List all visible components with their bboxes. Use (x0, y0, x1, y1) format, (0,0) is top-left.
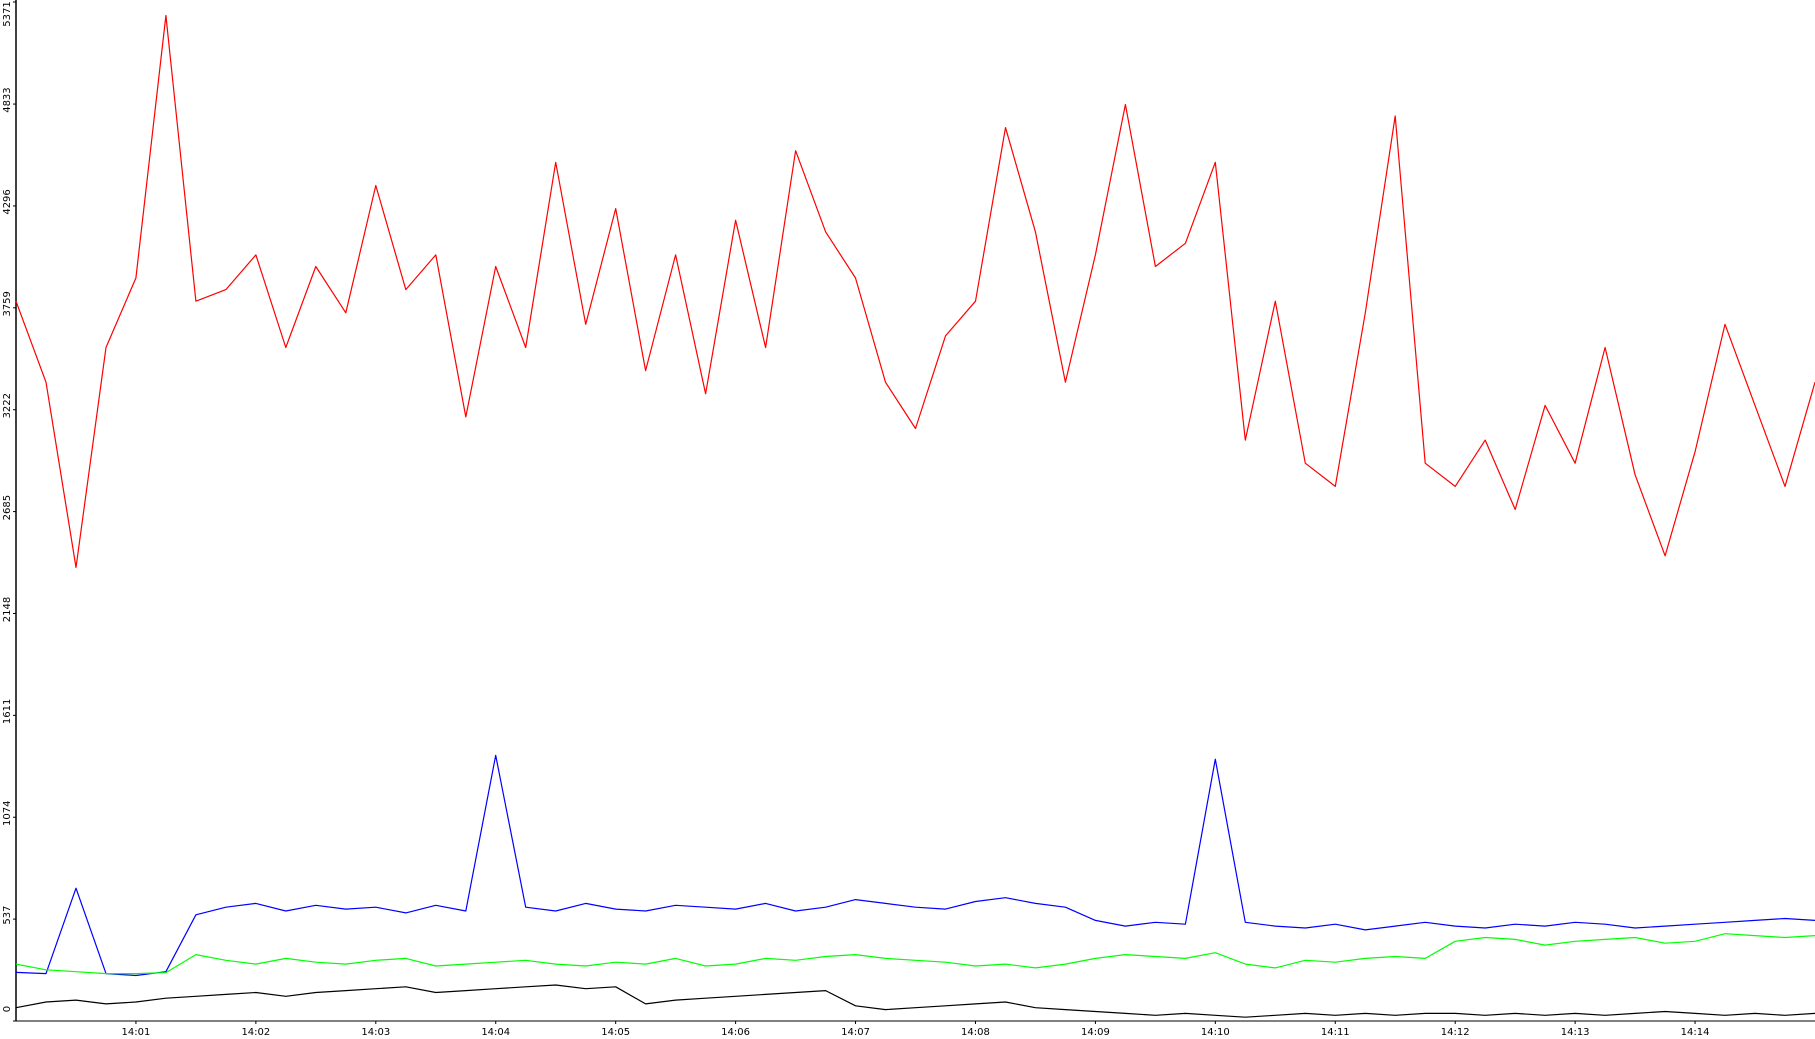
y-tick-label: 5371 (2, 1, 13, 26)
x-tick-label: 14:12 (1441, 1027, 1470, 1038)
series-line (15, 984, 1815, 1018)
x-tick-label: 14:06 (721, 1027, 750, 1038)
y-tick-label: 3759 (2, 291, 13, 316)
y-tick-label: 537 (2, 906, 13, 925)
y-tick-label: 4296 (2, 189, 13, 214)
y-tick-label: 2148 (2, 597, 13, 622)
x-tick-label: 14:01 (122, 1027, 151, 1038)
y-tick-label: 2685 (2, 495, 13, 520)
x-tick-label: 14:08 (961, 1027, 990, 1038)
series-line (15, 933, 1815, 975)
x-tick-label: 14:02 (241, 1027, 270, 1038)
x-tick-label: 14:09 (1081, 1027, 1110, 1038)
y-tick-label: 4833 (2, 87, 13, 112)
x-tick-label: 14:11 (1321, 1027, 1350, 1038)
x-tick-label: 14:14 (1681, 1027, 1710, 1038)
x-tick-label: 14:03 (361, 1027, 390, 1038)
x-tick-label: 14:13 (1561, 1027, 1590, 1038)
y-tick-label: 0 (2, 1006, 13, 1012)
y-tick-label: 3222 (2, 393, 13, 418)
series-line (15, 14, 1815, 568)
series-line (15, 754, 1815, 977)
x-tick-label: 14:04 (481, 1027, 510, 1038)
y-tick-label: 1074 (2, 801, 13, 826)
y-tick-label: 1611 (2, 699, 13, 724)
x-tick-label: 14:10 (1201, 1027, 1230, 1038)
x-tick-label: 14:07 (841, 1027, 870, 1038)
x-tick-label: 14:05 (601, 1027, 630, 1038)
